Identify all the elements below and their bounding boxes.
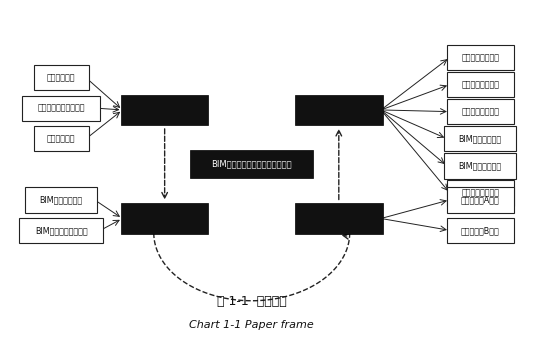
FancyBboxPatch shape [25, 187, 97, 213]
FancyBboxPatch shape [447, 180, 514, 206]
Text: BIM组织架构设计: BIM组织架构设计 [459, 134, 502, 143]
FancyBboxPatch shape [190, 150, 313, 178]
Text: 应用于国内A公司: 应用于国内A公司 [461, 195, 499, 204]
FancyBboxPatch shape [34, 65, 89, 90]
FancyBboxPatch shape [447, 45, 514, 70]
Text: BIM与项目管理信息化: BIM与项目管理信息化 [35, 226, 88, 235]
FancyBboxPatch shape [447, 187, 514, 213]
Text: Chart 1-1 Paper frame: Chart 1-1 Paper frame [189, 320, 314, 330]
Text: 未来发展趋势: 未来发展趋势 [47, 134, 75, 143]
Text: 房地产项目管理信息化: 房地产项目管理信息化 [38, 104, 85, 113]
FancyBboxPatch shape [295, 94, 382, 126]
FancyBboxPatch shape [444, 126, 516, 152]
Text: 回顾企业经营战略: 回顾企业经营战略 [461, 53, 499, 62]
FancyBboxPatch shape [295, 203, 382, 234]
FancyBboxPatch shape [121, 203, 208, 234]
Text: 项目管理现状: 项目管理现状 [47, 73, 75, 82]
Text: BIM运营流程设计: BIM运营流程设计 [459, 161, 502, 170]
Text: 目前管理问题诊断: 目前管理问题诊断 [461, 107, 499, 116]
FancyBboxPatch shape [444, 153, 516, 179]
Text: BIM介绍以及分析: BIM介绍以及分析 [40, 195, 83, 204]
FancyBboxPatch shape [447, 218, 514, 243]
FancyBboxPatch shape [447, 72, 514, 97]
Text: 现有组织架构分析: 现有组织架构分析 [461, 80, 499, 89]
FancyBboxPatch shape [22, 95, 100, 121]
FancyBboxPatch shape [34, 126, 89, 152]
Text: 推广实施变革管理: 推广实施变革管理 [461, 188, 499, 198]
FancyBboxPatch shape [121, 94, 208, 126]
Text: 图 1-1  论文框架: 图 1-1 论文框架 [217, 295, 287, 308]
Text: 应用于国外B公司: 应用于国外B公司 [461, 226, 499, 235]
Text: BIM应用于房地产项目管理信息化: BIM应用于房地产项目管理信息化 [212, 160, 292, 169]
FancyBboxPatch shape [447, 99, 514, 124]
FancyBboxPatch shape [20, 218, 103, 243]
